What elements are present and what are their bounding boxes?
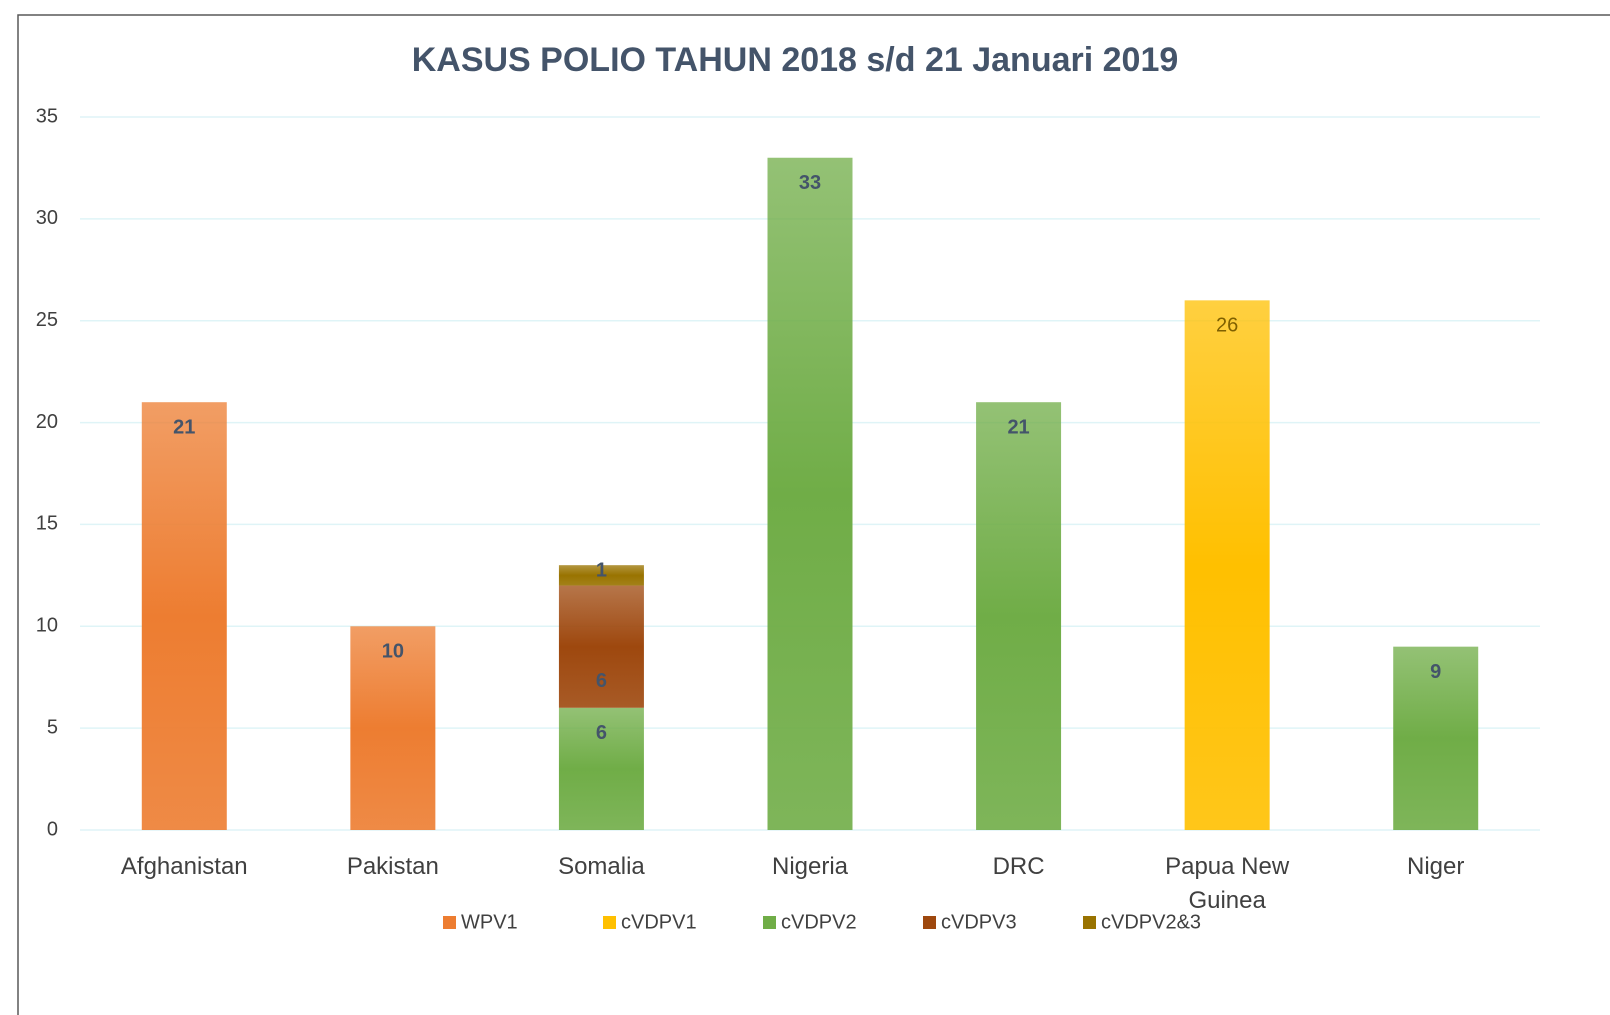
y-tick-label: 10 xyxy=(36,615,58,637)
x-tick-label: Niger xyxy=(1407,853,1465,880)
y-tick-label: 5 xyxy=(47,716,58,738)
y-tick-label: 15 xyxy=(36,513,58,535)
data-label: 6 xyxy=(596,722,607,744)
legend-label: WPV1 xyxy=(461,911,518,933)
x-tick-label: Pakistan xyxy=(346,853,439,880)
data-label: 6 xyxy=(596,670,607,692)
data-label: 9 xyxy=(1430,661,1441,683)
legend-label: cVDPV2&3 xyxy=(1101,911,1201,933)
bar-segment xyxy=(350,626,436,830)
chart-title: KASUS POLIO TAHUN 2018 s/d 21 Januari 20… xyxy=(412,41,1179,79)
y-tick-label: 20 xyxy=(36,411,58,433)
data-label: 26 xyxy=(1216,315,1238,337)
legend-label: cVDPV3 xyxy=(941,911,1017,933)
bar-segment xyxy=(1184,300,1270,830)
y-tick-label: 30 xyxy=(36,207,58,229)
legend-label: cVDPV2 xyxy=(781,911,857,933)
y-tick-label: 0 xyxy=(47,818,58,840)
chart-frame xyxy=(17,14,1610,1015)
data-label: 33 xyxy=(799,172,821,194)
x-tick-label: Papua New Guinea xyxy=(1165,853,1290,914)
legend-swatch xyxy=(763,916,776,929)
data-label: 21 xyxy=(1007,416,1029,438)
data-label: 21 xyxy=(173,416,195,438)
legend-label: cVDPV1 xyxy=(621,911,697,933)
legend-swatch xyxy=(923,916,936,929)
x-tick-label: Somalia xyxy=(558,853,645,880)
x-tick-label: Nigeria xyxy=(771,853,849,880)
y-tick-label: 25 xyxy=(36,309,58,331)
bar-segment xyxy=(1393,646,1479,830)
x-tick-label: Afghanistan xyxy=(120,853,248,880)
bar-segment xyxy=(767,157,853,830)
bar-segment xyxy=(976,402,1062,830)
bar-segment xyxy=(558,707,644,830)
bar-segment xyxy=(141,402,227,830)
legend-swatch xyxy=(603,916,616,929)
legend-swatch xyxy=(1083,916,1096,929)
data-label: 1 xyxy=(596,560,607,582)
legend: WPV1 cVDPV1 cVDPV2 cVDPV3 cVDPV2&3 xyxy=(443,911,1201,933)
y-tick-label: 35 xyxy=(36,105,58,127)
data-label: 10 xyxy=(382,641,404,663)
bar-segment xyxy=(558,565,644,586)
bar-segment xyxy=(558,585,644,708)
legend-swatch xyxy=(443,916,456,929)
x-tick-label: DRC xyxy=(992,853,1045,880)
